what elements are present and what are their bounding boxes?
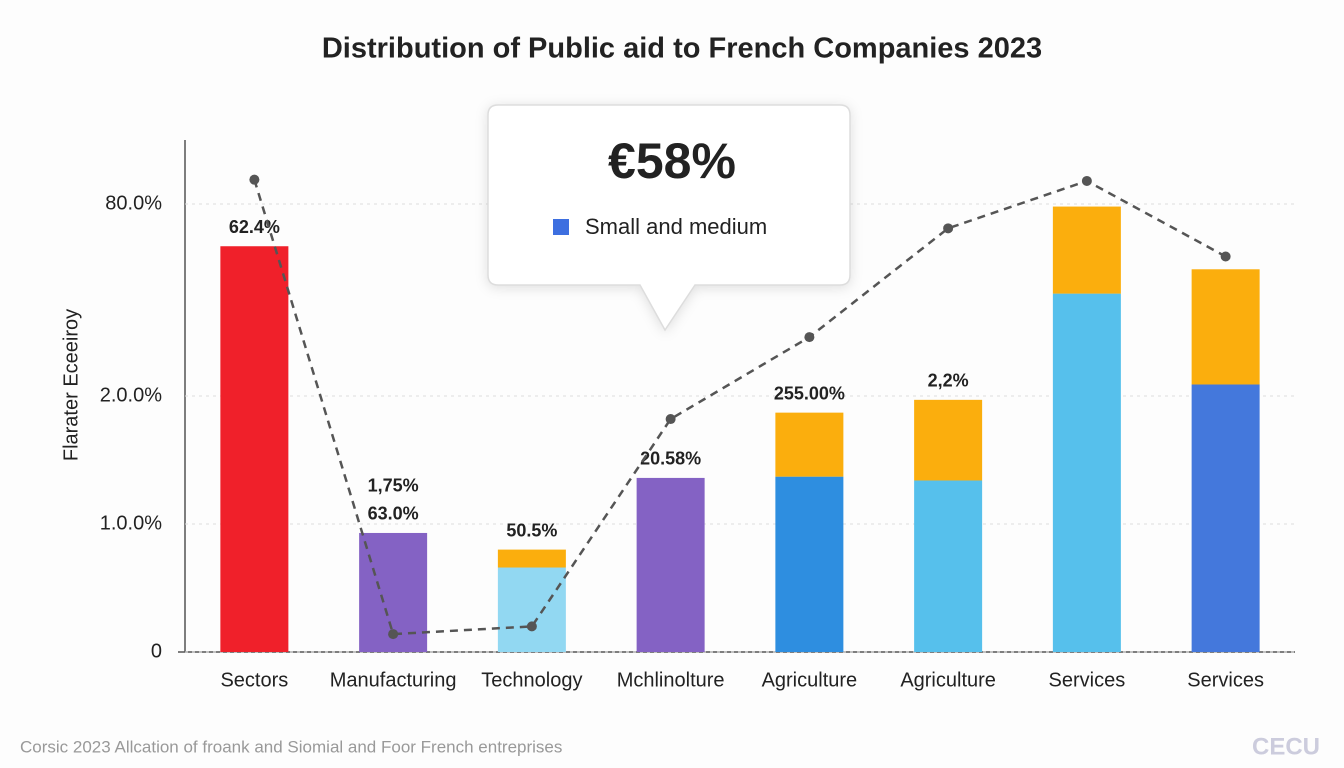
line-point xyxy=(943,223,954,234)
x-tick-label: Agriculture xyxy=(762,669,858,691)
y-tick-label: 80.0% xyxy=(105,192,162,214)
line-point xyxy=(804,332,815,343)
line-point xyxy=(1081,175,1092,186)
bar xyxy=(497,549,566,568)
line-point xyxy=(1220,251,1231,262)
footer: Corsic 2023 Allcation of froank and Siom… xyxy=(20,737,562,756)
bar xyxy=(1052,206,1121,294)
data-label: 255.00% xyxy=(774,383,845,403)
x-tick-label: Manufacturing xyxy=(330,669,457,691)
watermark: CECU xyxy=(1252,733,1320,760)
legend-label: Small and medium xyxy=(585,214,767,239)
line-point xyxy=(526,621,537,632)
bar xyxy=(497,567,566,652)
y-tick-label: 2.0.0% xyxy=(100,384,162,406)
chart-title: Distribution of Public aid to French Com… xyxy=(322,33,1042,65)
bar xyxy=(1052,293,1121,652)
y-tick-label: 0 xyxy=(151,640,162,662)
x-tick-label: Services xyxy=(1049,669,1126,691)
bar xyxy=(636,477,705,652)
data-label: 1,75% xyxy=(368,476,419,496)
data-label: 20.58% xyxy=(640,449,701,469)
callout-box xyxy=(487,104,851,332)
line-point xyxy=(388,629,399,640)
y-tick-label: 1.0.0% xyxy=(100,512,162,534)
bar xyxy=(1191,269,1260,385)
x-tick-label: Agriculture xyxy=(900,669,996,691)
legend-swatch xyxy=(553,219,569,235)
x-tick-label: Services xyxy=(1187,669,1264,691)
bar xyxy=(220,246,289,653)
line xyxy=(253,179,1227,636)
bar xyxy=(914,399,983,481)
data-label: 2,2% xyxy=(928,371,969,391)
x-tick-label: Technology xyxy=(481,669,582,691)
bar xyxy=(775,476,844,652)
bar xyxy=(775,412,844,477)
bar xyxy=(914,480,983,652)
x-tick-label: Sectors xyxy=(220,669,288,691)
plot: 0 1.0.0% 2.0.0% 80.0% Sectors Manufacturing Te… xyxy=(100,174,1295,691)
data-label: 63.0% xyxy=(368,504,419,524)
x-tick-label: Mchlinolture xyxy=(617,669,725,691)
data-label: 50.5% xyxy=(506,520,557,540)
y-axis-label: Flarater Eceeiroy xyxy=(60,309,82,461)
line-point xyxy=(249,174,260,185)
line-point xyxy=(665,414,676,425)
bar xyxy=(1191,384,1260,652)
callout-value: €58% xyxy=(608,133,736,189)
